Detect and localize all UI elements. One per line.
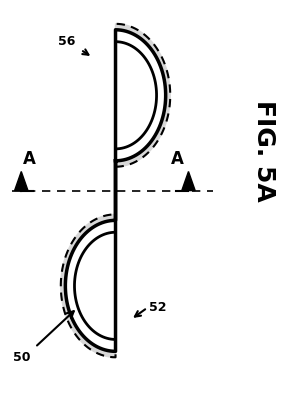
Text: A: A <box>171 150 184 168</box>
Text: 50: 50 <box>12 351 30 364</box>
Text: 56: 56 <box>58 35 76 48</box>
Text: FIG. 5A: FIG. 5A <box>253 100 276 202</box>
Polygon shape <box>61 24 170 357</box>
Polygon shape <box>74 42 157 339</box>
Polygon shape <box>65 30 166 351</box>
Text: 52: 52 <box>149 301 167 314</box>
Text: A: A <box>22 150 35 168</box>
Polygon shape <box>15 172 28 191</box>
Polygon shape <box>182 172 195 191</box>
